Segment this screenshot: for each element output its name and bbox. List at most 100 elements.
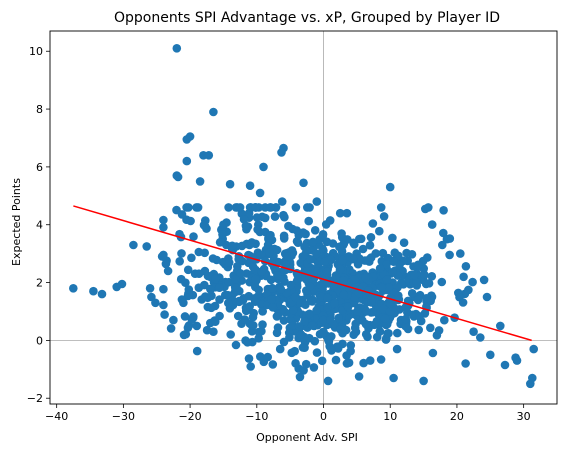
x-tick-label: 0 xyxy=(320,410,327,423)
data-point xyxy=(337,233,347,242)
data-point xyxy=(464,285,473,295)
data-point xyxy=(260,213,270,223)
data-point xyxy=(254,334,263,343)
data-point xyxy=(461,359,470,368)
data-point xyxy=(236,269,245,278)
data-point xyxy=(246,362,255,371)
y-axis-label: Expected Points xyxy=(10,178,23,266)
data-point xyxy=(159,223,168,232)
data-point xyxy=(279,231,289,241)
data-point xyxy=(354,372,364,381)
data-point xyxy=(310,336,320,346)
data-point xyxy=(319,315,328,325)
data-point xyxy=(529,344,538,354)
data-point xyxy=(282,252,292,261)
data-point xyxy=(476,333,485,342)
data-point xyxy=(303,203,312,212)
data-point xyxy=(266,230,275,240)
data-point xyxy=(234,296,244,306)
data-point xyxy=(301,229,310,239)
data-point xyxy=(256,250,266,260)
data-point xyxy=(322,267,332,277)
data-point xyxy=(415,312,424,321)
data-point xyxy=(335,242,344,252)
data-point xyxy=(424,203,433,212)
data-point xyxy=(326,315,335,325)
data-point xyxy=(348,254,358,264)
data-point xyxy=(388,267,397,277)
data-point xyxy=(209,107,218,117)
data-point xyxy=(159,215,168,225)
data-point xyxy=(437,277,447,287)
data-point xyxy=(342,359,352,368)
data-point xyxy=(295,372,305,382)
data-point xyxy=(366,233,376,242)
data-point xyxy=(309,363,319,372)
data-point xyxy=(215,295,224,304)
data-point xyxy=(310,226,320,235)
data-point xyxy=(276,285,286,294)
data-point xyxy=(193,203,203,212)
data-point xyxy=(234,255,243,264)
data-point xyxy=(318,231,328,241)
data-point xyxy=(279,316,289,325)
data-point xyxy=(301,359,311,369)
data-point xyxy=(239,215,249,224)
data-point xyxy=(439,206,448,215)
data-point xyxy=(410,270,419,280)
data-point xyxy=(361,273,370,283)
y-tick-label: 6 xyxy=(36,161,43,174)
data-point xyxy=(393,328,402,338)
data-point xyxy=(296,330,306,339)
data-point xyxy=(308,237,318,247)
data-point xyxy=(287,348,297,358)
data-point xyxy=(375,226,384,236)
data-point xyxy=(402,248,411,258)
data-point xyxy=(368,219,378,228)
data-point xyxy=(427,272,437,281)
data-point xyxy=(159,300,168,310)
data-point xyxy=(189,232,198,241)
data-point xyxy=(378,248,388,258)
data-point xyxy=(372,316,382,326)
data-point xyxy=(305,309,314,319)
data-point xyxy=(225,179,235,189)
data-point xyxy=(458,298,468,307)
data-point xyxy=(192,346,202,356)
data-point xyxy=(376,203,386,212)
data-point xyxy=(224,298,233,308)
x-tick-label: −40 xyxy=(45,410,68,423)
data-point xyxy=(270,212,280,221)
data-point xyxy=(157,252,167,261)
data-point xyxy=(245,302,254,311)
data-point xyxy=(182,135,192,144)
data-point xyxy=(224,203,233,212)
data-point xyxy=(333,344,343,353)
data-point xyxy=(268,303,278,312)
y-tick-label: 8 xyxy=(36,103,43,116)
data-point xyxy=(526,379,535,389)
data-point xyxy=(258,307,268,316)
data-point xyxy=(231,340,241,350)
data-point xyxy=(69,284,78,293)
data-point xyxy=(323,293,332,303)
data-point xyxy=(258,320,267,329)
data-point xyxy=(365,356,375,365)
data-point xyxy=(218,230,227,239)
data-point xyxy=(312,306,321,315)
data-point xyxy=(358,244,368,254)
x-tick-label: 30 xyxy=(517,410,531,423)
data-point xyxy=(338,328,347,338)
data-point xyxy=(284,221,293,231)
x-tick-label: −20 xyxy=(178,410,201,423)
data-point xyxy=(226,330,235,339)
data-point xyxy=(392,344,402,354)
data-point xyxy=(186,216,195,226)
data-point xyxy=(291,359,300,368)
data-point xyxy=(241,221,251,231)
data-point xyxy=(194,283,204,293)
data-point xyxy=(352,307,362,316)
data-point xyxy=(413,260,423,270)
data-point xyxy=(215,283,224,293)
